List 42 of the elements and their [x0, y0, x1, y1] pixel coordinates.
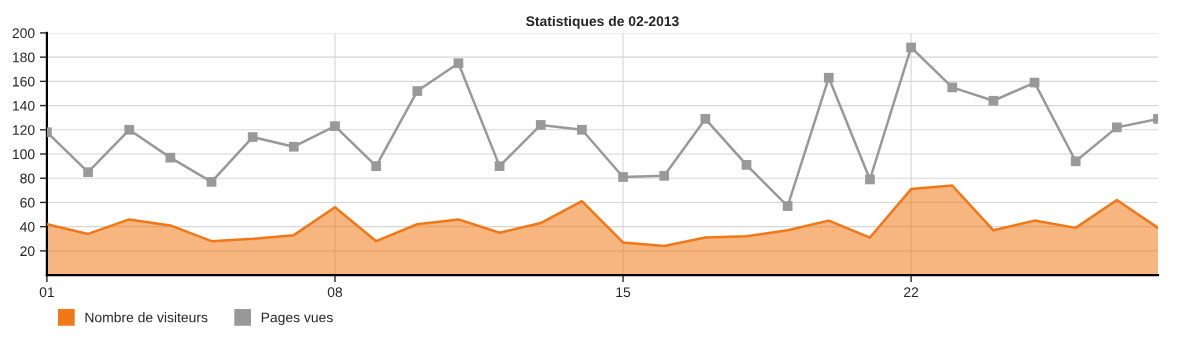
y-tick-label: 100 — [13, 149, 35, 160]
point — [288, 141, 299, 152]
point — [1070, 156, 1081, 167]
y-tick-label: 120 — [13, 125, 35, 135]
x-tick-label: 22 — [904, 287, 919, 297]
point — [371, 161, 381, 171]
point — [494, 161, 505, 171]
point — [659, 170, 670, 181]
point — [412, 86, 423, 96]
y-tick-label: 40 — [19, 221, 35, 232]
legend-label: Pages vues — [261, 312, 333, 326]
point — [700, 114, 711, 124]
point — [947, 82, 958, 93]
x-tick-label: 01 — [39, 287, 54, 298]
point — [618, 172, 628, 182]
point — [823, 72, 834, 83]
x-tick-label: 15 — [616, 287, 631, 298]
y-tick-label: 180 — [13, 52, 35, 63]
chart-title: Statistiques de 02-2013 — [526, 15, 679, 29]
point — [247, 132, 258, 142]
point — [124, 124, 135, 135]
y-tick-label: 20 — [20, 246, 35, 257]
legend-label: Nombre de visiteurs — [85, 312, 208, 323]
point — [330, 121, 340, 132]
y-tick-label: 80 — [20, 173, 35, 184]
point — [83, 167, 93, 178]
point — [906, 42, 916, 53]
x-tick-label: 08 — [327, 287, 343, 298]
point — [741, 160, 752, 170]
y-tick-label: 60 — [20, 197, 35, 208]
y-tick-label: 160 — [13, 76, 35, 87]
point — [535, 120, 546, 130]
point — [577, 124, 587, 135]
point — [782, 201, 793, 211]
point — [865, 174, 875, 185]
y-tick-label: 200 — [12, 28, 35, 39]
point — [453, 58, 464, 69]
point — [1112, 122, 1122, 133]
y-tick-label: 140 — [13, 100, 35, 111]
point — [988, 95, 999, 106]
point — [206, 176, 217, 187]
point — [165, 152, 176, 163]
